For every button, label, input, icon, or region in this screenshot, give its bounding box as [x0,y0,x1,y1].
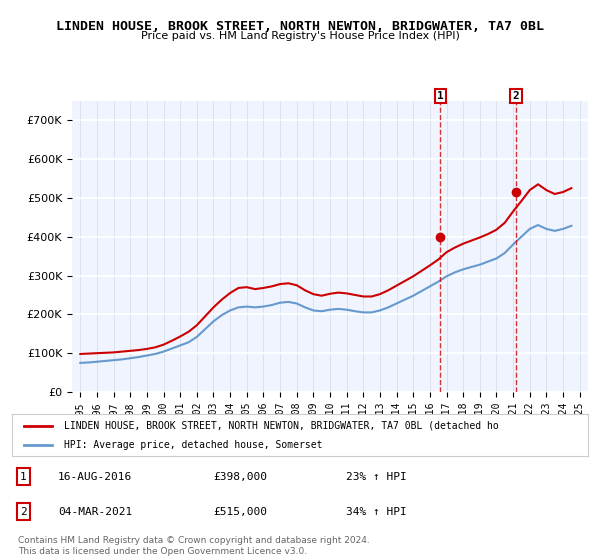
Text: Price paid vs. HM Land Registry's House Price Index (HPI): Price paid vs. HM Land Registry's House … [140,31,460,41]
Text: LINDEN HOUSE, BROOK STREET, NORTH NEWTON, BRIDGWATER, TA7 0BL: LINDEN HOUSE, BROOK STREET, NORTH NEWTON… [56,20,544,32]
Text: 34% ↑ HPI: 34% ↑ HPI [346,507,407,517]
Text: £398,000: £398,000 [214,472,268,482]
Text: 1: 1 [437,91,443,101]
Text: 2: 2 [512,91,520,101]
Text: LINDEN HOUSE, BROOK STREET, NORTH NEWTON, BRIDGWATER, TA7 0BL (detached ho: LINDEN HOUSE, BROOK STREET, NORTH NEWTON… [64,421,499,431]
Text: Contains HM Land Registry data © Crown copyright and database right 2024.
This d: Contains HM Land Registry data © Crown c… [18,536,370,556]
Text: HPI: Average price, detached house, Somerset: HPI: Average price, detached house, Some… [64,440,322,450]
Text: £515,000: £515,000 [214,507,268,517]
Text: 23% ↑ HPI: 23% ↑ HPI [346,472,407,482]
Text: 04-MAR-2021: 04-MAR-2021 [58,507,133,517]
Text: 16-AUG-2016: 16-AUG-2016 [58,472,133,482]
Text: 2: 2 [20,507,27,517]
Text: 1: 1 [20,472,27,482]
